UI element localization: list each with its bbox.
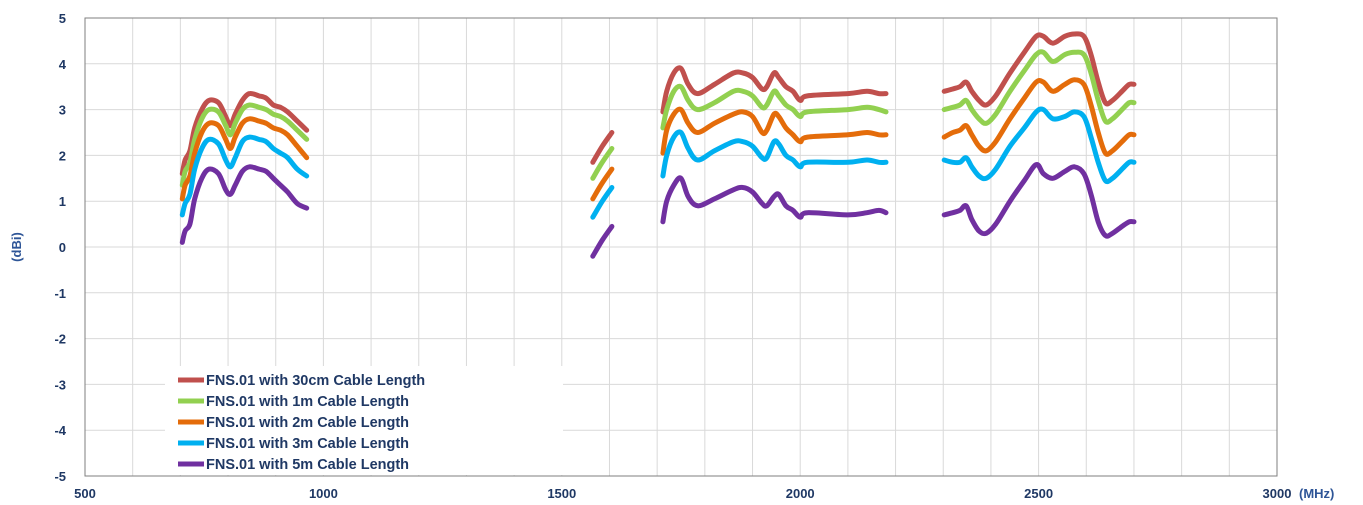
x-tick-label: 500	[74, 486, 96, 501]
x-tick-label: 2500	[1024, 486, 1053, 501]
x-axis: 500 1000 1500 2000 2500 3000	[74, 486, 1291, 501]
series-line-segment	[590, 146, 615, 181]
y-axis: -5 -4 -3 -2 -1 0 1 2 3 4 5	[54, 11, 66, 484]
series-line-segment	[179, 116, 310, 202]
y-tick-label: -5	[54, 469, 66, 484]
y-axis-label: (dBi)	[9, 232, 24, 262]
y-tick-label: 5	[59, 11, 66, 26]
y-tick-label: -1	[54, 286, 66, 301]
series-4	[179, 106, 1137, 220]
legend-entry: FNS.01 with 1m Cable Length	[206, 394, 409, 410]
x-tick-label: 2000	[786, 486, 815, 501]
series-line-segment	[660, 65, 889, 115]
legend-background	[165, 366, 563, 475]
x-tick-label: 3000	[1263, 486, 1292, 501]
series-5	[179, 162, 1137, 259]
plot-area	[84, 17, 1278, 477]
legend-entry: FNS.01 with 3m Cable Length	[206, 436, 409, 452]
y-tick-label: -3	[54, 377, 66, 392]
series-line-segment	[660, 175, 889, 225]
series-layer	[179, 31, 1137, 259]
series-line-segment	[941, 162, 1137, 239]
y-tick-label: 3	[59, 103, 66, 118]
x-axis-label: (MHz)	[1299, 486, 1334, 501]
series-line-segment	[179, 164, 310, 245]
series-1	[179, 31, 1137, 177]
series-line-segment	[179, 90, 310, 177]
y-tick-label: 2	[59, 148, 66, 163]
legend: FNS.01 with 30cm Cable Length FNS.01 with…	[165, 366, 563, 475]
x-tick-label: 1000	[309, 486, 338, 501]
series-2	[179, 49, 1137, 188]
series-line-segment	[590, 223, 615, 259]
series-line-segment	[660, 106, 889, 156]
series-line-segment	[590, 185, 615, 220]
series-line-segment	[941, 77, 1137, 157]
series-line-segment	[941, 49, 1137, 126]
legend-entry: FNS.01 with 2m Cable Length	[206, 415, 409, 431]
y-tick-label: -4	[54, 423, 66, 438]
legend-entry: FNS.01 with 30cm Cable Length	[206, 373, 425, 389]
y-tick-label: 0	[59, 240, 66, 255]
series-line-segment	[941, 106, 1137, 185]
legend-entry: FNS.01 with 5m Cable Length	[206, 457, 409, 473]
series-line-segment	[179, 134, 310, 218]
x-tick-label: 1500	[547, 486, 576, 501]
y-tick-label: -2	[54, 332, 66, 347]
series-line-segment	[590, 166, 615, 202]
y-tick-label: 4	[59, 57, 67, 72]
series-line-segment	[179, 102, 310, 188]
series-line-segment	[590, 130, 615, 165]
series-line-segment	[660, 129, 889, 179]
y-tick-label: 1	[59, 194, 66, 209]
series-3	[179, 77, 1137, 202]
series-line-segment	[660, 83, 889, 131]
series-line-segment	[941, 31, 1137, 108]
